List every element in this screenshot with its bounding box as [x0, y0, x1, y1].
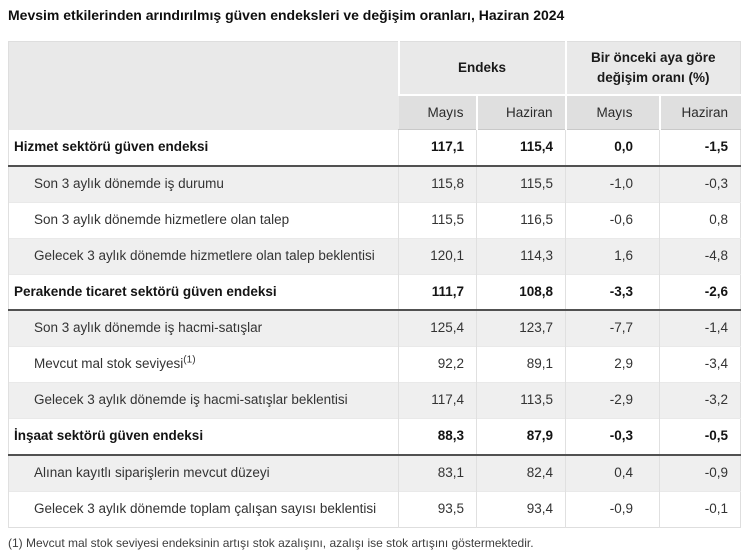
value-cell: -4,8 [658, 237, 741, 275]
value-cell: 123,7 [476, 309, 566, 347]
value-cell: 1,6 [565, 237, 660, 275]
value-cell: 82,4 [476, 454, 566, 492]
value-cell: -0,9 [658, 454, 741, 492]
value-cell: 115,8 [398, 165, 477, 203]
value-cell: 0,8 [658, 201, 741, 239]
value-cell: 2,9 [565, 346, 660, 383]
value-cell: 113,5 [476, 382, 566, 419]
column-header-change-mayis: Mayıs [564, 94, 660, 130]
value-cell: -0,3 [658, 165, 741, 203]
value-cell: 93,4 [476, 490, 566, 528]
value-cell: -2,6 [658, 273, 741, 312]
table-row: Son 3 aylık dönemde iş durumu 115,8 115,5-… [8, 165, 741, 203]
value-cell: -1,4 [658, 309, 741, 347]
value-cell: 117,4 [398, 382, 477, 419]
value-cell: -3,2 [658, 382, 741, 419]
value-cell: 120,1 [398, 237, 477, 275]
table-row: Mevcut mal stok seviyesi(1) 92,2 89,1 2,9 -3… [8, 346, 741, 383]
value-cell: 117,1 [398, 128, 477, 167]
row-label: Alınan kayıtlı siparişlerin mevcut düzey… [8, 454, 399, 492]
table-row: Gelecek 3 aylık dönemde toplam çalışan s… [8, 490, 741, 528]
value-cell: 115,4 [476, 128, 566, 167]
value-cell: 116,5 [476, 201, 566, 239]
value-cell: -0,9 [565, 490, 660, 528]
value-cell: 108,8 [476, 273, 566, 312]
value-cell: 115,5 [398, 201, 477, 239]
value-cell: -3,4 [658, 346, 741, 383]
value-cell: 93,5 [398, 490, 477, 528]
confidence-index-table: Endeks Bir önceki aya göre değişim oranı… [8, 41, 742, 528]
value-cell: -3,3 [565, 273, 660, 312]
value-cell: -1,0 [565, 165, 660, 203]
page-title: Mevsim etkilerinden arındırılmış güven e… [8, 7, 565, 23]
value-cell: 0,4 [565, 454, 660, 492]
value-cell: -0,1 [658, 490, 741, 528]
value-cell: 0,0 [565, 128, 660, 167]
value-cell: -0,5 [658, 418, 741, 457]
value-cell: 125,4 [398, 309, 477, 347]
value-cell: 87,9 [476, 418, 566, 457]
footnote-marker: (1) [183, 354, 196, 366]
value-cell: 83,1 [398, 454, 477, 492]
value-cell: 88,3 [398, 418, 477, 457]
row-label-column-header [8, 41, 399, 130]
table-row: Alınan kayıtlı siparişlerin mevcut düzey… [8, 454, 741, 492]
row-label: Perakende ticaret sektörü güven endeksi [8, 273, 399, 312]
table-row: Hizmet sektörü güven endeksi 117,1 115,4 0,… [8, 128, 741, 167]
table-row: Son 3 aylık dönemde iş hacmi-satışlar 125… [8, 309, 741, 347]
row-label: Gelecek 3 aylık dönemde toplam çalışan s… [8, 490, 399, 528]
value-cell: -2,9 [565, 382, 660, 419]
table-row: Perakende ticaret sektörü güven endeksi 1… [8, 273, 741, 312]
row-label: İnşaat sektörü güven endeksi [8, 418, 399, 457]
column-group-monthly-change: Bir önceki aya göre değişim oranı (%) [564, 41, 741, 95]
row-label: Gelecek 3 aylık dönemde hizmetlere olan … [8, 237, 399, 275]
footnote: (1) Mevcut mal stok seviyesi endeksinin … [8, 535, 534, 550]
value-cell: -0,6 [565, 201, 660, 239]
value-cell: -0,3 [565, 418, 660, 457]
table-body: Hizmet sektörü güven endeksi 117,1 115,4 0,… [8, 128, 741, 528]
table-header: Endeks Bir önceki aya göre değişim oranı… [8, 41, 741, 130]
table-row: Gelecek 3 aylık dönemde iş hacmi-satışla… [8, 382, 741, 419]
value-cell: 92,2 [398, 346, 477, 383]
column-group-row: Endeks Bir önceki aya göre değişim oranı… [8, 41, 741, 130]
table-row: İnşaat sektörü güven endeksi 88,3 87,9 -0,3… [8, 418, 741, 457]
table-row: Son 3 aylık dönemde hizmetlere olan tale… [8, 201, 741, 239]
column-group-endeks: Endeks [397, 41, 566, 95]
row-label: Son 3 aylık dönemde iş durumu [8, 165, 399, 203]
table-row: Gelecek 3 aylık dönemde hizmetlere olan … [8, 237, 741, 275]
value-cell: -1,5 [658, 128, 741, 167]
value-cell: 115,5 [476, 165, 566, 203]
value-cell: 111,7 [398, 273, 477, 312]
column-header-endeks-mayis: Mayıs [398, 94, 477, 130]
row-label: Hizmet sektörü güven endeksi [8, 128, 399, 167]
row-label: Mevcut mal stok seviyesi(1) [8, 346, 399, 383]
column-header-row: Mayıs Haziran Mayıs Haziran [9, 94, 741, 130]
row-label: Son 3 aylık dönemde iş hacmi-satışlar [8, 309, 399, 347]
row-label: Gelecek 3 aylık dönemde iş hacmi-satışla… [8, 382, 399, 419]
row-label: Son 3 aylık dönemde hizmetlere olan tale… [8, 201, 399, 239]
column-header-endeks-haziran: Haziran [475, 94, 566, 130]
column-header-change-haziran: Haziran [658, 94, 741, 130]
value-cell: -7,7 [565, 309, 660, 347]
value-cell: 89,1 [476, 346, 566, 383]
value-cell: 114,3 [476, 237, 566, 275]
